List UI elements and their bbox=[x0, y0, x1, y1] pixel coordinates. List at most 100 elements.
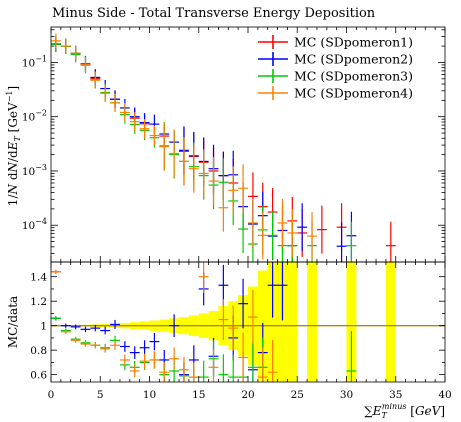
ratio-point bbox=[60, 329, 71, 334]
ratio-point bbox=[129, 346, 140, 359]
data-point bbox=[208, 157, 219, 206]
ratio-point bbox=[218, 354, 229, 382]
ratio-point bbox=[346, 330, 357, 382]
ratio-point bbox=[208, 348, 219, 382]
legend-label: MC (SDpomeron1) bbox=[294, 35, 413, 50]
data-point bbox=[228, 166, 239, 215]
ratio-y-tick-label: 0.6 bbox=[30, 370, 47, 382]
ratio-point bbox=[80, 341, 91, 347]
ratio-point bbox=[139, 340, 150, 356]
legend-label: MC (SDpomeron3) bbox=[294, 69, 413, 84]
main-series-group bbox=[51, 33, 396, 262]
ratio-point bbox=[90, 342, 101, 349]
ratio-point bbox=[228, 354, 239, 382]
data-point bbox=[277, 198, 288, 247]
ratio-band-bin bbox=[346, 262, 357, 382]
data-point bbox=[70, 45, 81, 61]
data-point bbox=[307, 212, 317, 261]
data-point bbox=[80, 56, 91, 73]
data-point bbox=[129, 112, 140, 132]
ratio-series-group bbox=[51, 262, 357, 382]
ratio-point bbox=[218, 299, 229, 340]
ratio-point bbox=[257, 347, 268, 382]
data-point bbox=[267, 211, 278, 260]
ratio-plot-frame bbox=[50, 261, 446, 383]
ratio-point bbox=[169, 347, 180, 371]
x-tick-label: 5 bbox=[97, 389, 104, 401]
y-tick-label: 10−4 bbox=[22, 217, 47, 232]
ratio-point bbox=[110, 319, 120, 329]
ratio-point bbox=[159, 362, 170, 382]
data-point bbox=[90, 71, 101, 89]
ratio-band-bin bbox=[267, 262, 278, 382]
ratio-point bbox=[119, 354, 130, 366]
data-point bbox=[169, 129, 180, 178]
ratio-point bbox=[119, 341, 130, 352]
ratio-point bbox=[169, 314, 180, 338]
data-point bbox=[60, 38, 71, 54]
ratio-band-bin bbox=[307, 262, 317, 382]
ratio-point bbox=[179, 356, 189, 382]
legend-label: MC (SDpomeron2) bbox=[294, 52, 413, 67]
y-tick-label: 10−3 bbox=[22, 163, 47, 178]
data-point bbox=[139, 119, 150, 139]
x-tick-label: 25 bbox=[291, 389, 304, 401]
data-point bbox=[238, 205, 248, 254]
ratio-point bbox=[267, 262, 278, 318]
legend-item: MC (SDpomeron4) bbox=[258, 86, 413, 101]
data-point bbox=[238, 164, 248, 213]
ratio-point bbox=[267, 339, 278, 382]
ratio-point bbox=[100, 345, 111, 353]
y-tick-label: 10−2 bbox=[22, 109, 47, 124]
chart-title: Minus Side - Total Transverse Energy Dep… bbox=[52, 6, 376, 21]
x-tick-label: 0 bbox=[48, 389, 55, 401]
data-point bbox=[257, 211, 268, 260]
data-point bbox=[297, 203, 308, 252]
data-point bbox=[198, 149, 209, 198]
x-axis-label: ∑ETminus [GeV] bbox=[364, 402, 445, 420]
data-point bbox=[218, 183, 229, 232]
ratio-y-tick-label: 1.4 bbox=[30, 272, 47, 284]
ratio-point bbox=[188, 362, 199, 382]
data-point bbox=[346, 221, 357, 262]
legend-item: MC (SDpomeron3) bbox=[258, 69, 413, 84]
data-point bbox=[248, 198, 258, 247]
data-point bbox=[119, 103, 130, 122]
ratio-band-bin bbox=[277, 262, 288, 382]
axis-ticks bbox=[50, 27, 446, 382]
ratio-point bbox=[149, 351, 160, 369]
ratio-band-bin bbox=[287, 262, 298, 382]
ratio-point bbox=[248, 340, 258, 382]
ratio-point bbox=[198, 360, 209, 382]
ratio-point bbox=[70, 324, 81, 330]
ratio-point bbox=[198, 262, 209, 294]
ratio-y-tick-label: 0.8 bbox=[30, 345, 47, 357]
data-point bbox=[179, 137, 189, 186]
ratio-y-tick-label: 1 bbox=[40, 321, 47, 333]
x-tick-label: 30 bbox=[340, 389, 353, 401]
data-point bbox=[188, 144, 199, 193]
ratio-y-tick-label: 1.2 bbox=[30, 296, 47, 308]
tick-labels: 0 5 10 15 20 25 30 35 40 10−4 10−3 10−2 10−1 0.6 0.8 1 1… bbox=[22, 54, 452, 401]
data-point bbox=[287, 208, 298, 257]
data-point bbox=[316, 205, 327, 254]
ratio-point bbox=[129, 364, 140, 378]
x-tick-label: 10 bbox=[143, 389, 156, 401]
data-point bbox=[149, 125, 160, 146]
main-y-axis-label: 1/N dN/dET [GeV−1] bbox=[5, 86, 22, 206]
data-point bbox=[51, 33, 61, 49]
ratio-point bbox=[110, 340, 120, 350]
x-tick-label: 35 bbox=[389, 389, 402, 401]
ratio-point bbox=[228, 305, 239, 351]
legend-item: MC (SDpomeron1) bbox=[258, 35, 413, 50]
ratio-point bbox=[90, 324, 101, 332]
ratio-point bbox=[248, 289, 258, 345]
ratio-point bbox=[238, 332, 248, 382]
data-point bbox=[100, 84, 111, 102]
ratio-point bbox=[238, 278, 248, 329]
data-point bbox=[336, 222, 347, 262]
x-tick-label: 15 bbox=[192, 389, 205, 401]
data-point bbox=[110, 93, 120, 112]
legend: MC (SDpomeron1) MC (SDpomeron2) MC (SDpome… bbox=[258, 35, 413, 101]
